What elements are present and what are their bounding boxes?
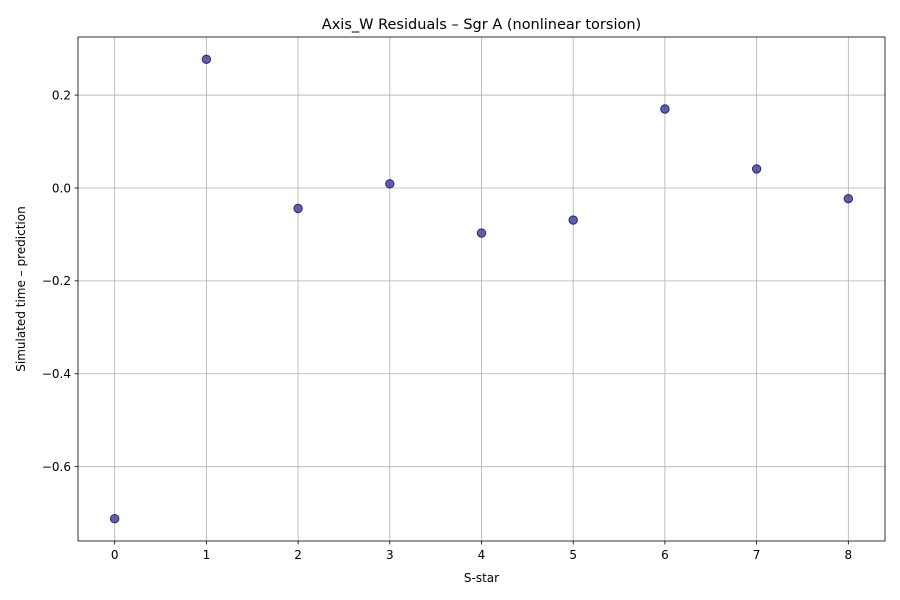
x-tick-label: 8 (844, 548, 852, 562)
data-point (843, 193, 854, 204)
y-axis-label: Simulated time – prediction (14, 206, 28, 371)
data-point (385, 179, 395, 189)
chart-title: Axis_W Residuals – Sgr A (nonlinear tors… (322, 17, 641, 33)
data-point (751, 164, 762, 174)
x-tick-label: 0 (111, 548, 119, 562)
points-layer (109, 54, 854, 524)
y-tick-label: 0.0 (52, 181, 71, 195)
x-tick-label: 7 (753, 548, 761, 562)
x-tick-label: 1 (203, 548, 211, 562)
y-tick-label: 0.2 (52, 88, 71, 102)
x-tick-label: 5 (569, 548, 577, 562)
x-tick-label: 2 (294, 548, 302, 562)
y-tick-label: −0.6 (42, 460, 71, 474)
data-point (476, 228, 487, 238)
data-point (660, 104, 670, 114)
y-tick-label: −0.4 (42, 367, 71, 381)
data-point (201, 54, 212, 64)
y-tick-label: −0.2 (42, 274, 71, 288)
grid-layer (78, 37, 885, 541)
x-tick-label: 4 (478, 548, 486, 562)
data-point (568, 215, 578, 225)
x-tick-label: 6 (661, 548, 669, 562)
data-point (109, 514, 120, 524)
x-tick-label: 3 (386, 548, 394, 562)
data-point (293, 203, 303, 214)
ticks-layer: 0 1 2 3 4 5 6 7 8 −0.6 −0.4 −0.2 0.0 0.2 (42, 88, 852, 562)
x-axis-label: S-star (464, 571, 499, 585)
